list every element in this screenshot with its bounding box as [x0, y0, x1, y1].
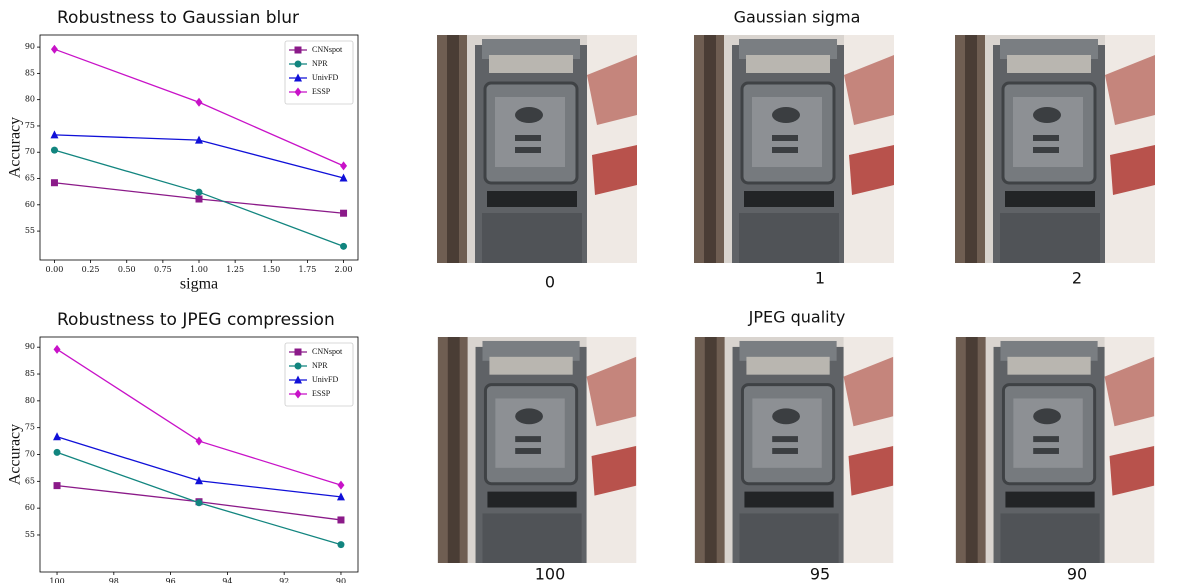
caption: 100 [535, 565, 566, 583]
legend-label: CNNspot [312, 45, 343, 54]
marker [50, 44, 58, 54]
x-tick-label: 1.75 [299, 265, 317, 274]
legend-marker [294, 362, 302, 370]
legend-box [284, 342, 354, 407]
marker [195, 135, 203, 144]
chart-title: Robustness to JPEG compression [57, 310, 335, 330]
x-tick-label: 98 [109, 577, 119, 583]
y-tick-label: 80 [25, 95, 35, 104]
legend-label: NPR [312, 361, 328, 370]
x-tick-label: 0.50 [118, 265, 136, 274]
caption: 2 [1072, 269, 1082, 288]
photo [694, 337, 894, 563]
x-tick-label: 0.75 [154, 265, 172, 274]
photo [955, 35, 1155, 263]
legend-marker [294, 73, 302, 82]
legend-label: NPR [312, 59, 328, 68]
marker [336, 492, 345, 501]
marker [337, 480, 345, 490]
y-tick-label: 55 [25, 530, 35, 539]
x-tick-label: 1.00 [190, 265, 208, 274]
y-axis-title: Accuracy [7, 117, 24, 178]
caption: 95 [810, 565, 830, 583]
photo [955, 337, 1155, 563]
y-tick-label: 85 [25, 369, 35, 378]
photo [437, 337, 637, 563]
x-tick-label: 90 [336, 577, 346, 583]
marker [195, 499, 203, 507]
marker [339, 173, 348, 182]
photo [694, 35, 894, 263]
legend-marker [294, 60, 302, 68]
x-tick-label: 0.25 [82, 265, 100, 274]
panel-title: JPEG quality [748, 308, 846, 327]
y-tick-label: 70 [25, 147, 35, 156]
marker [195, 476, 203, 485]
y-tick-label: 65 [25, 174, 35, 183]
x-tick-label: 92 [279, 577, 289, 583]
marker [195, 188, 203, 196]
legend-label: UnivFD [312, 375, 338, 384]
x-tick-label: 1.50 [262, 265, 280, 274]
y-axis-title: Accuracy [7, 424, 24, 485]
marker [50, 146, 58, 154]
marker [53, 482, 61, 490]
y-tick-label: 70 [25, 450, 35, 459]
marker [195, 97, 203, 107]
x-tick-label: 1.25 [226, 265, 244, 274]
legend-marker [294, 87, 302, 97]
legend-label: UnivFD [312, 73, 338, 82]
x-axis-title: sigma [180, 276, 218, 293]
y-tick-label: 60 [25, 200, 35, 209]
chart-title: Robustness to Gaussian blur [57, 8, 299, 28]
marker [337, 541, 345, 549]
legend-label: CNNspot [312, 347, 343, 356]
marker [53, 344, 61, 354]
marker [53, 448, 61, 456]
y-tick-label: 90 [25, 42, 35, 51]
y-tick-label: 75 [25, 121, 35, 130]
y-tick-label: 80 [25, 396, 35, 405]
legend-label: ESSP [312, 389, 331, 398]
legend-marker [294, 46, 302, 54]
y-tick-label: 55 [25, 226, 35, 235]
legend-marker [294, 348, 302, 356]
x-tick-label: 100 [49, 577, 64, 583]
marker [50, 179, 58, 187]
caption: 1 [815, 269, 825, 288]
y-tick-label: 65 [25, 476, 35, 485]
photo [437, 35, 637, 263]
y-tick-label: 60 [25, 503, 35, 512]
y-tick-label: 90 [25, 342, 35, 351]
legend-box [284, 40, 354, 105]
marker [337, 516, 345, 524]
x-tick-label: 94 [222, 577, 232, 583]
marker [195, 195, 203, 203]
marker [53, 432, 62, 441]
marker [50, 130, 59, 139]
x-tick-label: 0.00 [46, 265, 64, 274]
marker [340, 161, 348, 171]
x-tick-label: 2.00 [335, 265, 353, 274]
x-tick-label: 96 [166, 577, 176, 583]
marker [195, 436, 203, 446]
legend-marker [294, 389, 302, 399]
legend-label: ESSP [312, 87, 331, 96]
marker [340, 209, 348, 217]
caption: 0 [545, 273, 555, 292]
caption: 90 [1067, 565, 1087, 583]
legend-marker [294, 375, 302, 384]
y-tick-label: 85 [25, 68, 35, 77]
y-tick-label: 75 [25, 423, 35, 432]
panel-title: Gaussian sigma [734, 8, 861, 27]
marker [340, 242, 348, 250]
